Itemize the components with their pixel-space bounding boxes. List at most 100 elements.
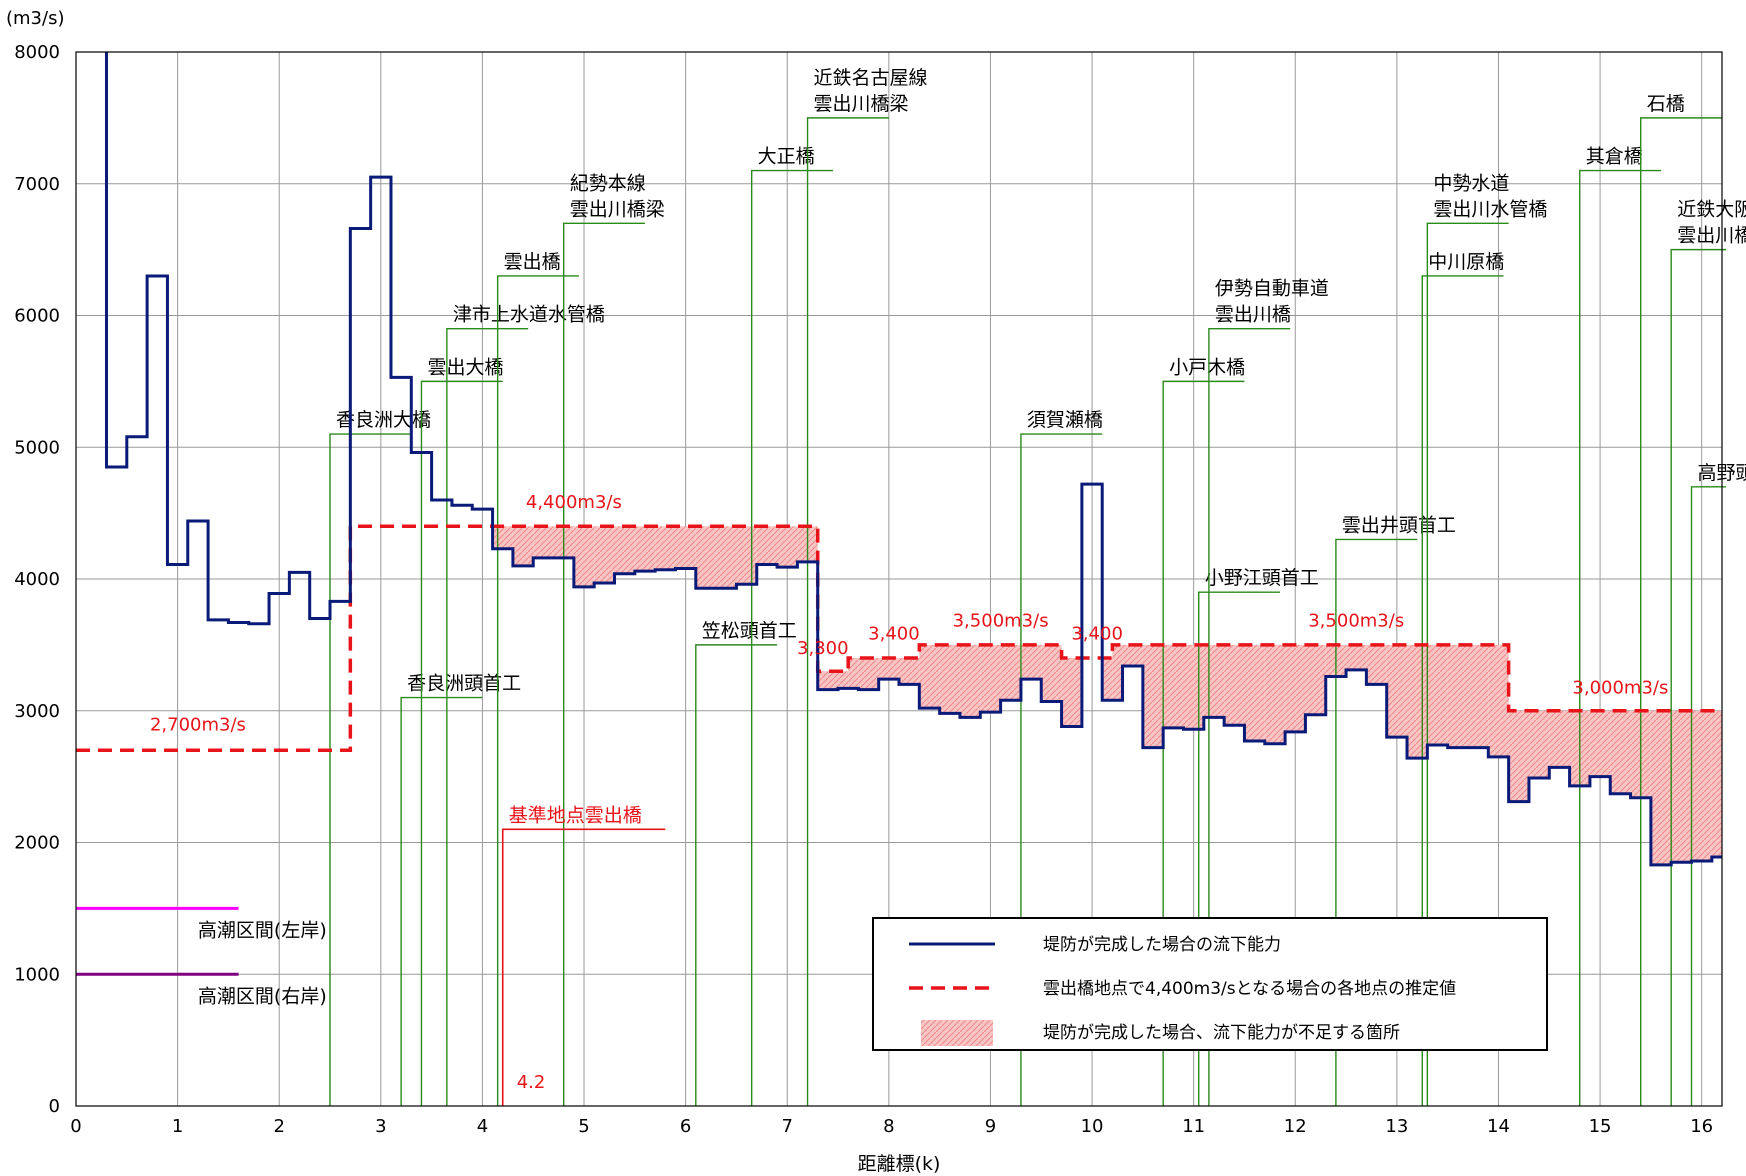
shortage-area [1346,644,1367,670]
x-tick-label: 14 [1487,1116,1510,1137]
structure-label: 津市上水道水管橋 [453,304,605,326]
y-tick-label: 0 [49,1096,60,1117]
shortage-area [919,644,940,709]
shortage-area [1467,644,1489,748]
structure-label: 小戸木橋 [1169,356,1245,378]
shortage-area [1285,644,1306,732]
shortage-area [858,658,879,690]
flow-annotation: 3,400 [1071,624,1123,645]
shortage-area [777,526,798,568]
shortage-area [1549,710,1570,768]
x-tick-label: 1 [172,1116,183,1137]
reference-point-x-label: 4.2 [517,1072,546,1093]
structure-label: 雲出橋 [504,251,561,273]
shortage-area [1224,644,1245,726]
shortage-area [695,526,717,589]
structure-line [420,380,503,1106]
shortage-area [1183,644,1204,730]
structure-label: 紀勢本線 [570,172,646,194]
structure-line [1020,433,1103,1106]
shortage-area [594,526,615,583]
legend-swatch-fill [921,1020,993,1046]
x-tick-label: 4 [477,1116,488,1137]
x-tick-label: 0 [70,1116,81,1137]
flow-annotations: 2,700m3/s 4,400m3/s 3,300 3,400 3,500m3/s 3,4… [150,492,1668,736]
x-tick-label: 13 [1385,1116,1408,1137]
shortage-area [1447,644,1468,748]
shortage-area [1041,644,1062,702]
plot-border [75,51,1723,1107]
structure-label: 雲出大橋 [427,356,503,378]
structure-label: 其倉橋 [1586,146,1643,168]
shortage-area [1589,710,1611,777]
shortage-area [838,671,849,689]
shortage-area [1264,644,1286,744]
shortage-area [533,526,554,558]
x-axis-label: 距離標(k) [858,1153,941,1175]
shortage-area [756,526,778,565]
shortage-area [1691,710,1712,861]
structure-label: 小野江頭首工 [1205,567,1319,589]
structure-markers: 香良洲大橋香良洲頭首工雲出大橋津市上水道水管橋雲出橋紀勢本線雲出川橋梁笠松頭首工… [329,67,1746,1106]
shortage-area [716,526,737,589]
structure-line [446,327,529,1106]
shortage-area [1528,710,1550,778]
flow-annotation: 3,000m3/s [1572,678,1668,699]
shortage-area [655,526,676,570]
legend-label: 雲出橋地点で4,400m3/sとなる場合の各地点の推定値 [1043,979,1456,999]
structure-label: 中勢水道 [1433,172,1509,194]
structure-line [1421,275,1504,1106]
reference-point-line [501,828,666,1106]
y-tick-label: 4000 [14,569,60,590]
structure-line [1670,248,1726,1106]
legend-label: 堤防が完成した場合、流下能力が不足する箇所 [1043,1023,1400,1043]
structure-label: 笠松頭首工 [702,620,797,642]
structure-label: 雲出川橋梁 [1677,225,1746,247]
structure-label: 須賀瀬橋 [1027,409,1103,431]
structure-label: 雲出川橋 [1215,304,1291,326]
shortage-area [878,658,899,680]
structure-label: 雲出川橋梁 [814,93,909,115]
shortage-area [1386,644,1408,738]
structure-line [1690,486,1726,1106]
structure-line [750,169,833,1106]
axes: 0 1 2 3 4 5 6 7 8 9 10 11 12 13 14 15 160100020003000400… [6,8,1723,1175]
structure-line [806,117,889,1106]
legend-label: 堤防が完成した場合の流下能力 [1043,935,1281,955]
shortage-area [1650,710,1672,865]
x-tick-label: 9 [985,1116,996,1137]
structure-line [1579,169,1662,1106]
shortage-area [939,644,960,714]
x-tick-label: 5 [578,1116,589,1137]
structure-line [1208,327,1291,1106]
shortage-area [1000,644,1021,701]
shortage-area [1061,658,1082,727]
shortage-area [675,526,696,569]
y-tick-label: 1000 [14,964,60,985]
shortage-area [492,526,513,549]
x-tick-label: 12 [1284,1116,1307,1137]
reference-point-label: 基準地点雲出橋 [509,804,642,826]
y-tick-label: 5000 [14,437,60,458]
shortage-area [1427,644,1448,746]
flow-annotation: 3,300 [797,638,849,659]
y-tick-label: 7000 [14,174,60,195]
structure-line [496,275,579,1106]
structure-line [1640,117,1722,1106]
shortage-area [614,526,635,574]
estimate-series-line [76,524,1722,753]
structure-label: 香良洲頭首工 [407,673,521,695]
shortage-area [1102,658,1113,701]
flow-annotation: 3,400 [868,624,920,645]
structure-label: 近鉄大阪線 [1677,199,1746,221]
flow-annotation: 4,400m3/s [526,492,622,513]
shortage-area [1163,644,1184,728]
x-tick-label: 7 [782,1116,793,1137]
shortage-area [1020,644,1042,680]
structure-line [1426,222,1509,1106]
shortage-area [1244,644,1265,742]
structure-label: 石橋 [1647,93,1685,115]
shortage-area [634,526,656,572]
shortage-area [1407,644,1428,759]
